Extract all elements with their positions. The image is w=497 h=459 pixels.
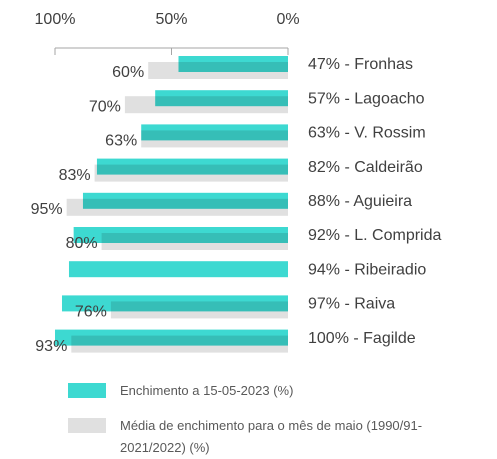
category-label: 47% - Fronhas (308, 56, 413, 73)
category-label: 82% - Caldeirão (308, 159, 423, 176)
legend-swatch (68, 383, 106, 398)
bar-average (110, 301, 288, 319)
bar-average (101, 233, 288, 250)
average-label: 76% (75, 304, 107, 321)
category-label: 100% - Fagilde (308, 330, 416, 347)
bar-current (68, 261, 288, 278)
bar-average (148, 62, 288, 79)
category-label: 94% - Ribeiradio (308, 261, 426, 278)
average-label: 83% (59, 167, 91, 184)
category-label: 63% - V. Rossim (308, 125, 426, 142)
category-label: 97% - Raiva (308, 296, 395, 313)
average-label: 80% (66, 235, 98, 252)
legend-label: Média de enchimento para o mês de maio (… (120, 418, 423, 455)
x-tick-label: 100% (35, 11, 76, 28)
average-label: 63% (105, 133, 137, 150)
bar-average (66, 198, 289, 216)
average-label: 93% (35, 338, 67, 355)
bar-average (124, 96, 289, 114)
category-label: 57% - Lagoacho (308, 90, 425, 107)
average-label: 70% (89, 98, 121, 115)
bar-average (71, 335, 288, 353)
bar-average (141, 130, 288, 148)
bar-average (94, 164, 288, 182)
average-label: 60% (112, 64, 144, 81)
legend-swatch (68, 418, 106, 433)
x-tick-label: 50% (155, 11, 187, 28)
legend-label: Enchimento a 15-05-2023 (%) (120, 383, 294, 398)
category-label: 88% - Aguieira (308, 193, 412, 210)
average-label: 95% (31, 201, 63, 218)
x-tick-label: 0% (276, 11, 299, 28)
category-label: 92% - L. Comprida (308, 227, 441, 244)
